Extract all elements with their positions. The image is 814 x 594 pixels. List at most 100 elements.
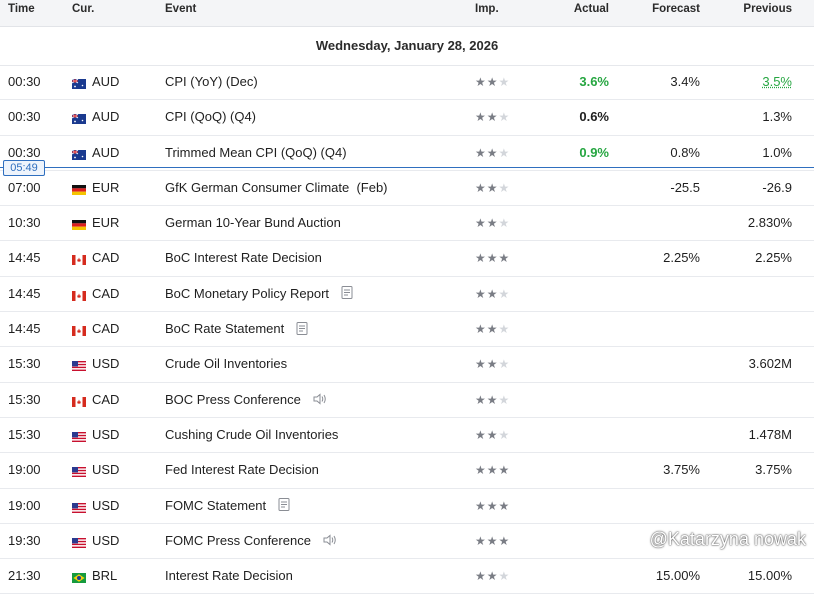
event-time: 19:00 xyxy=(8,497,41,513)
event-name-cell[interactable]: Interest Rate Decision xyxy=(165,568,293,583)
event-name-cell[interactable]: Fed Interest Rate Decision xyxy=(165,462,319,477)
event-name[interactable]: German 10-Year Bund Auction xyxy=(165,215,341,231)
event-name[interactable]: BOC Press Conference xyxy=(165,391,301,407)
event-currency: AUD xyxy=(92,109,120,125)
table-row[interactable]: 10:30 EUR German 10-Year Bund Auction ★★★ 2.… xyxy=(0,206,814,242)
event-currency: USD xyxy=(92,356,120,372)
importance-stars: ★★★ xyxy=(475,534,510,548)
header-currency[interactable]: Cur. xyxy=(72,3,95,15)
event-time: 14:45 xyxy=(8,321,41,337)
event-name[interactable]: Trimmed Mean CPI (QoQ) (Q4) xyxy=(165,144,347,160)
event-name-cell[interactable]: Trimmed Mean CPI (QoQ) (Q4) xyxy=(165,145,347,160)
speaker-icon[interactable] xyxy=(313,393,327,408)
table-row[interactable]: 15:30 CAD BOC Press Conference ★★★ xyxy=(0,383,814,418)
star-icon: ★ xyxy=(486,75,499,89)
importance-stars: ★★★ xyxy=(475,463,510,477)
event-name-cell[interactable]: Cushing Crude Oil Inventories xyxy=(165,427,338,442)
importance-stars: ★★★ xyxy=(475,428,510,442)
star-icon: ★ xyxy=(498,357,511,372)
star-icon: ★ xyxy=(498,145,511,160)
event-time: 15:30 xyxy=(8,356,41,372)
event-name[interactable]: Crude Oil Inventories xyxy=(165,356,288,372)
table-row[interactable]: 00:30 AUD CPI (QoQ) (Q4) ★★★ 0.6% 1.3% xyxy=(0,100,814,136)
header-time[interactable]: Time xyxy=(8,3,35,15)
document-icon[interactable] xyxy=(278,498,290,514)
ca-flag-icon xyxy=(72,253,86,266)
table-header: Time Cur. Event Imp. Actual Forecast Pre… xyxy=(0,0,814,27)
us-flag-icon xyxy=(72,501,86,513)
event-name-cell[interactable]: CPI (YoY) (Dec) xyxy=(165,74,258,89)
star-icon: ★ xyxy=(475,392,487,407)
actual-value: 3.6% xyxy=(579,74,609,89)
table-row[interactable]: 00:30 AUD CPI (YoY) (Dec) ★★★ 3.6% 3.4% 3.5% xyxy=(0,65,814,101)
star-icon: ★ xyxy=(486,569,499,584)
star-icon: ★ xyxy=(498,180,511,195)
previous-value: 3.75% xyxy=(755,462,792,478)
event-name-cell[interactable]: BOC Press Conference xyxy=(165,392,327,408)
star-icon: ★ xyxy=(475,498,487,513)
previous-value: 1.478M xyxy=(748,426,792,442)
star-icon: ★ xyxy=(498,286,511,301)
event-name[interactable]: Interest Rate Decision xyxy=(165,568,293,584)
event-time: 21:30 xyxy=(8,568,41,584)
importance-stars: ★★★ xyxy=(475,499,510,513)
table-row[interactable]: 15:30 USD Cushing Crude Oil Inventories ★★★… xyxy=(0,418,814,454)
event-name[interactable]: GfK German Consumer Climate (Feb) xyxy=(165,179,388,195)
event-name[interactable]: FOMC Statement xyxy=(165,497,267,513)
star-icon: ★ xyxy=(486,180,499,195)
event-name-cell[interactable]: BoC Interest Rate Decision xyxy=(165,250,322,265)
event-name-cell[interactable]: CPI (QoQ) (Q4) xyxy=(165,109,256,124)
event-name-cell[interactable]: GfK German Consumer Climate (Feb) xyxy=(165,180,388,195)
event-name-cell[interactable]: BoC Monetary Policy Report xyxy=(165,286,353,303)
event-name[interactable]: Fed Interest Rate Decision xyxy=(165,462,319,478)
event-currency: BRL xyxy=(92,568,118,584)
event-time: 14:45 xyxy=(8,250,41,266)
table-row[interactable]: 07:00 EUR GfK German Consumer Climate (Feb… xyxy=(0,171,814,207)
event-name[interactable]: BoC Rate Statement xyxy=(165,321,285,337)
star-icon: ★ xyxy=(486,322,499,337)
table-row[interactable]: 00:30 AUD Trimmed Mean CPI (QoQ) (Q4) ★★★ 0.… xyxy=(0,136,814,171)
document-icon[interactable] xyxy=(296,321,308,338)
importance-stars: ★★★ xyxy=(475,110,510,124)
event-name-cell[interactable]: Crude Oil Inventories xyxy=(165,356,287,371)
document-icon[interactable] xyxy=(341,286,353,302)
us-flag-icon xyxy=(72,359,86,372)
event-name-cell[interactable]: BoC Rate Statement xyxy=(165,321,308,338)
event-name-cell[interactable]: German 10-Year Bund Auction xyxy=(165,215,341,230)
forecast-value: 3.4% xyxy=(670,74,700,89)
table-row[interactable]: 21:30 BRL Interest Rate Decision ★★★ 15.00% 1… xyxy=(0,559,814,594)
event-name[interactable]: FOMC Press Conference xyxy=(165,532,311,548)
event-time: 00:30 xyxy=(8,144,41,160)
event-name-cell[interactable]: FOMC Statement xyxy=(165,498,290,515)
header-previous[interactable]: Previous xyxy=(743,3,792,15)
table-row[interactable]: 14:45 CAD BoC Monetary Policy Report ★★★ xyxy=(0,277,814,313)
forecast-value: 15.00% xyxy=(655,568,700,584)
header-event[interactable]: Event xyxy=(165,3,197,15)
star-icon: ★ xyxy=(475,463,487,478)
header-actual[interactable]: Actual xyxy=(573,3,609,15)
table-row[interactable]: 14:45 CAD BoC Rate Statement ★★★ xyxy=(0,312,814,348)
forecast-value: 3.75% xyxy=(663,462,700,478)
event-currency: CAD xyxy=(92,250,120,266)
previous-value: 1.3% xyxy=(762,109,792,125)
speaker-icon[interactable] xyxy=(323,534,337,549)
event-currency: USD xyxy=(92,462,120,478)
table-row[interactable]: 14:45 CAD BoC Interest Rate Decision ★★★ 2.2… xyxy=(0,241,814,277)
table-row[interactable]: 19:30 USD FOMC Press Conference ★★★ xyxy=(0,524,814,560)
star-icon: ★ xyxy=(498,533,511,548)
event-name[interactable]: BoC Interest Rate Decision xyxy=(165,250,322,266)
event-name[interactable]: Cushing Crude Oil Inventories xyxy=(165,426,339,442)
event-name[interactable]: CPI (QoQ) (Q4) xyxy=(165,109,257,125)
star-icon: ★ xyxy=(498,216,511,231)
event-name-cell[interactable]: FOMC Press Conference xyxy=(165,533,337,549)
table-row[interactable]: 19:00 USD Fed Interest Rate Decision ★★★ 3.7… xyxy=(0,453,814,489)
event-time: 15:30 xyxy=(8,391,41,407)
header-importance[interactable]: Imp. xyxy=(475,3,499,15)
star-icon: ★ xyxy=(486,251,499,266)
event-name[interactable]: CPI (YoY) (Dec) xyxy=(165,74,258,89)
event-name[interactable]: BoC Monetary Policy Report xyxy=(165,285,330,301)
star-icon: ★ xyxy=(475,569,487,584)
table-row[interactable]: 19:00 USD FOMC Statement ★★★ xyxy=(0,489,814,524)
table-row[interactable]: 15:30 USD Crude Oil Inventories ★★★ 3.602M xyxy=(0,347,814,383)
header-forecast[interactable]: Forecast xyxy=(652,3,700,15)
